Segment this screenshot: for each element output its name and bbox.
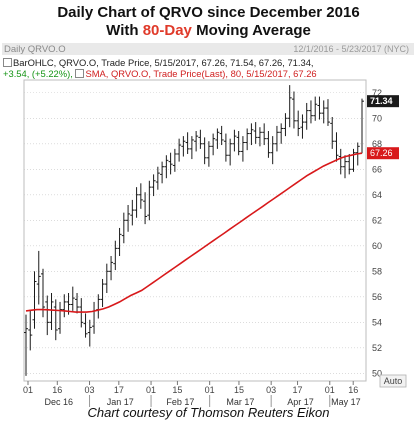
y-tick-label: 70 bbox=[372, 113, 382, 123]
sma-80-line bbox=[25, 152, 363, 313]
x-month-label: Feb 17 bbox=[166, 397, 194, 407]
x-tick-label: 01 bbox=[205, 385, 215, 395]
y-tick-label: 66 bbox=[372, 164, 382, 174]
sma-checkbox[interactable] bbox=[75, 69, 85, 78]
x-tick-label: 15 bbox=[234, 385, 244, 395]
legend-bar-text: BarOHLC, QRVO.O, Trade Price, 5/15/2017,… bbox=[13, 57, 314, 68]
y-tick-label: 62 bbox=[372, 215, 382, 225]
x-tick-label: 01 bbox=[325, 385, 335, 395]
last-price-tag-label: 71.34 bbox=[370, 96, 393, 106]
sma-tag-label: 67.26 bbox=[370, 148, 393, 158]
x-tick-label: 17 bbox=[114, 385, 124, 395]
legend-sma-series: +3.54, (+5.22%), SMA, QRVO.O, Trade Pric… bbox=[3, 68, 317, 79]
y-tick-label: 52 bbox=[372, 343, 382, 353]
y-tick-label: 58 bbox=[372, 266, 382, 276]
y-tick-label: 64 bbox=[372, 190, 382, 200]
chart-subtitle: With 80-Day Moving Average bbox=[0, 22, 417, 39]
auto-scale-label: Auto bbox=[384, 376, 403, 386]
legend-bar-series: BarOHLC, QRVO.O, Trade Price, 5/15/2017,… bbox=[3, 57, 314, 68]
panel-name: Daily QRVO.O bbox=[4, 44, 66, 55]
chart-title: Daily Chart of QRVO since December 2016 bbox=[57, 4, 360, 21]
y-tick-label: 56 bbox=[372, 292, 382, 302]
x-tick-label: 03 bbox=[266, 385, 276, 395]
y-tick-label: 68 bbox=[372, 139, 382, 149]
x-month-label: Apr 17 bbox=[287, 397, 314, 407]
sma-tag bbox=[367, 147, 399, 160]
x-month-label: Mar 17 bbox=[226, 397, 254, 407]
last-price-tag bbox=[367, 95, 399, 108]
legend-change-value: +3.54, (+5.22%), bbox=[3, 68, 73, 79]
subtitle-prefix: With bbox=[106, 22, 143, 39]
x-tick-label: 01 bbox=[146, 385, 156, 395]
x-tick-label: 17 bbox=[293, 385, 303, 395]
series-checkbox[interactable] bbox=[3, 58, 12, 67]
x-tick-label: 03 bbox=[85, 385, 95, 395]
y-tick-label: 50 bbox=[372, 368, 382, 378]
x-tick-label: 15 bbox=[172, 385, 182, 395]
legend-sma-text: SMA, QRVO.O, Trade Price(Last), 80, 5/15… bbox=[85, 68, 317, 79]
x-month-label: Jan 17 bbox=[107, 397, 134, 407]
auto-scale-button bbox=[379, 374, 407, 388]
subtitle-suffix: Moving Average bbox=[191, 22, 311, 39]
x-month-label: Dec 16 bbox=[44, 397, 73, 407]
y-tick-label: 54 bbox=[372, 317, 382, 327]
y-tick-label: 72 bbox=[372, 88, 382, 98]
panel-header-bar bbox=[2, 43, 414, 55]
x-tick-label: 16 bbox=[52, 385, 62, 395]
x-month-label: May 17 bbox=[331, 397, 361, 407]
x-tick-label: 01 bbox=[23, 385, 33, 395]
panel-date-range: 12/1/2016 - 5/23/2017 (NYC) bbox=[293, 44, 409, 54]
subtitle-highlight: 80-Day bbox=[142, 22, 192, 39]
x-tick-label: 16 bbox=[348, 385, 358, 395]
plot-area-border bbox=[23, 79, 367, 382]
chart-credit: Chart courtesy of Thomson Reuters Eikon bbox=[87, 405, 330, 420]
y-tick-label: 60 bbox=[372, 241, 382, 251]
